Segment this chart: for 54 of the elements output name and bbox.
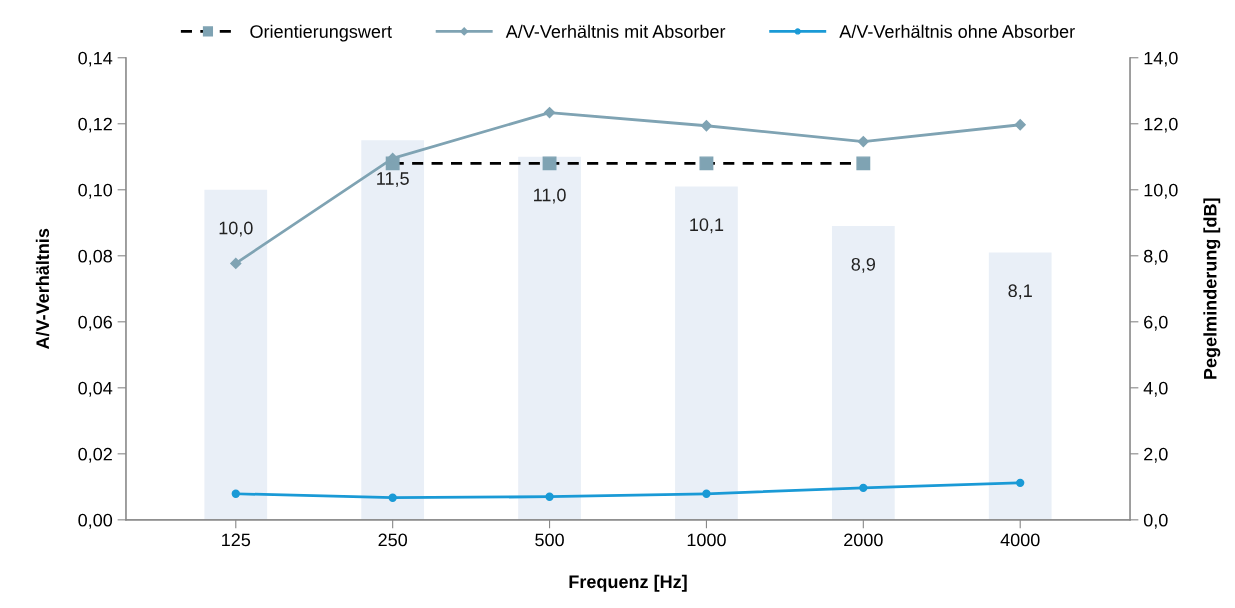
y2-tick-label: 12,0	[1144, 117, 1178, 133]
y2-tick-label: 0,0	[1143, 513, 1168, 529]
bar	[518, 156, 581, 520]
point	[542, 156, 557, 171]
point	[859, 483, 868, 492]
x-tick-label: 125	[222, 533, 251, 547]
data-label: 8,1	[1008, 284, 1032, 300]
y-tick-label: 0,02	[78, 447, 112, 463]
point	[543, 106, 556, 119]
data-label: 8,9	[851, 257, 876, 273]
legend-label: Orientierungswert	[250, 24, 392, 42]
y2-tick-label: 6,0	[1144, 315, 1168, 331]
point	[1014, 119, 1026, 131]
x-tick-label: 2000	[844, 533, 883, 547]
x-tick-label: 4000	[1000, 533, 1040, 547]
point	[702, 489, 711, 498]
point	[700, 120, 713, 132]
bar	[361, 140, 425, 520]
point	[230, 257, 242, 269]
y2-tick-label: 10,0	[1144, 183, 1178, 199]
point	[857, 135, 869, 148]
point	[388, 493, 397, 502]
legend-label: A/V-Verhältnis mit Absorber	[505, 24, 726, 38]
point	[545, 492, 554, 501]
data-label: 11,5	[377, 172, 409, 188]
y-axis-title: A/V-Verhältnis	[35, 228, 50, 350]
y2-tick-label: 14,0	[1144, 51, 1178, 67]
bar	[204, 189, 268, 520]
y-tick-label: 0,12	[78, 117, 112, 133]
point	[699, 156, 714, 171]
y2-tick-label: 8,0	[1144, 249, 1168, 265]
y2-tick-label: 2,0	[1144, 447, 1168, 463]
bar	[675, 186, 738, 520]
y-tick-label: 0,14	[78, 51, 113, 67]
y2-tick-label: 4,0	[1143, 381, 1168, 397]
point	[856, 156, 871, 171]
bar	[831, 226, 895, 520]
x-axis-title: Frequenz [Hz]	[569, 574, 687, 592]
data-label: 10,0	[219, 221, 253, 237]
point	[231, 489, 240, 498]
x-tick-label: 500	[535, 533, 564, 547]
x-tick-label: 1000	[687, 533, 726, 547]
y-tick-label: 0,08	[78, 249, 112, 265]
bar	[988, 252, 1052, 520]
y2-axis-title: Pegelminderung [dB]	[1203, 198, 1221, 379]
y-tick-label: 0,04	[78, 381, 113, 397]
data-label: 10,1	[690, 218, 724, 234]
data-label: 11,0	[534, 188, 566, 204]
y-tick-label: 0,00	[78, 513, 113, 529]
y-tick-label: 0,10	[78, 183, 113, 199]
y-tick-label: 0,06	[78, 315, 112, 331]
legend-label: A/V-Verhältnis ohne Absorber	[839, 24, 1075, 38]
point	[1016, 478, 1025, 488]
x-tick-label: 250	[378, 533, 408, 547]
